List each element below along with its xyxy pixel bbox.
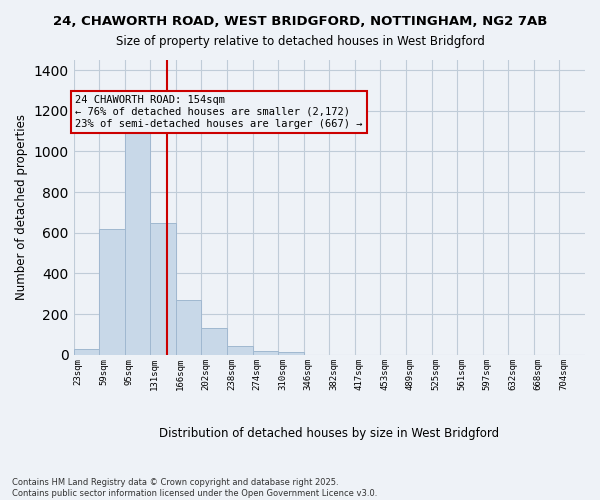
Text: 166sqm: 166sqm: [176, 358, 185, 390]
Text: 704sqm: 704sqm: [559, 358, 568, 390]
X-axis label: Distribution of detached houses by size in West Bridgford: Distribution of detached houses by size …: [159, 427, 499, 440]
Text: 59sqm: 59sqm: [99, 358, 108, 384]
Text: 24, CHAWORTH ROAD, WEST BRIDGFORD, NOTTINGHAM, NG2 7AB: 24, CHAWORTH ROAD, WEST BRIDGFORD, NOTTI…: [53, 15, 547, 28]
Text: 489sqm: 489sqm: [406, 358, 415, 390]
Text: 453sqm: 453sqm: [380, 358, 389, 390]
Text: 525sqm: 525sqm: [431, 358, 440, 390]
Text: Contains HM Land Registry data © Crown copyright and database right 2025.
Contai: Contains HM Land Registry data © Crown c…: [12, 478, 377, 498]
Text: 310sqm: 310sqm: [278, 358, 287, 390]
Text: 668sqm: 668sqm: [534, 358, 543, 390]
Text: 274sqm: 274sqm: [253, 358, 262, 390]
Text: Size of property relative to detached houses in West Bridgford: Size of property relative to detached ho…: [116, 35, 484, 48]
Bar: [253, 350, 278, 355]
Y-axis label: Number of detached properties: Number of detached properties: [15, 114, 28, 300]
Text: 382sqm: 382sqm: [329, 358, 338, 390]
Bar: [150, 222, 176, 355]
Bar: [176, 300, 202, 355]
Text: 24 CHAWORTH ROAD: 154sqm
← 76% of detached houses are smaller (2,172)
23% of sem: 24 CHAWORTH ROAD: 154sqm ← 76% of detach…: [75, 96, 362, 128]
Text: 561sqm: 561sqm: [457, 358, 466, 390]
Text: 238sqm: 238sqm: [227, 358, 236, 390]
Bar: [125, 133, 150, 355]
Bar: [278, 352, 304, 355]
Text: 632sqm: 632sqm: [508, 358, 517, 390]
Text: 95sqm: 95sqm: [125, 358, 134, 384]
Text: 597sqm: 597sqm: [483, 358, 492, 390]
Text: 417sqm: 417sqm: [355, 358, 364, 390]
Bar: [227, 346, 253, 355]
Bar: [99, 228, 125, 355]
Bar: [202, 328, 227, 355]
Text: 131sqm: 131sqm: [150, 358, 159, 390]
Text: 23sqm: 23sqm: [74, 358, 83, 384]
Text: 202sqm: 202sqm: [202, 358, 211, 390]
Bar: [74, 348, 99, 355]
Text: 346sqm: 346sqm: [304, 358, 313, 390]
